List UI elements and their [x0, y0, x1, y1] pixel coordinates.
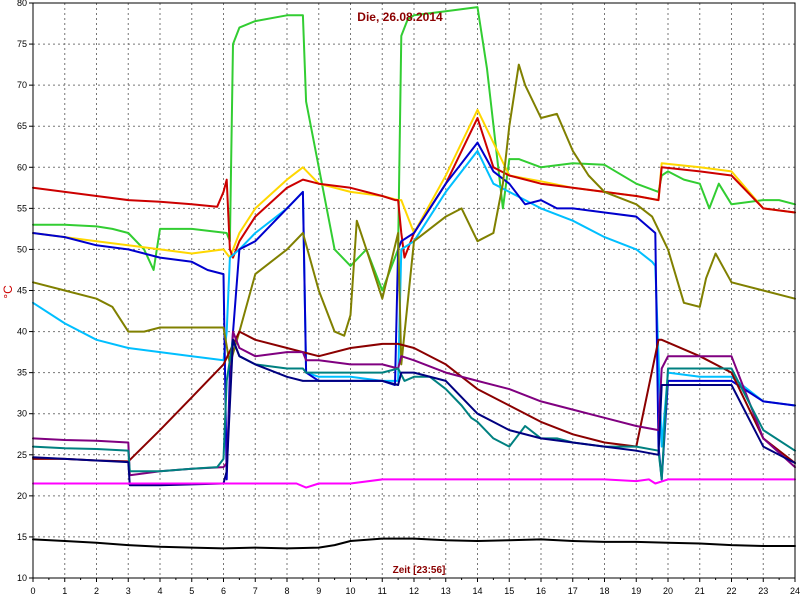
series-line-6 [32, 63, 796, 366]
chart-title: Die, 26.08.2014 [357, 10, 443, 24]
y-tick-label: 40 [17, 327, 27, 337]
y-tick-label: 45 [17, 286, 27, 296]
series-line-12 [32, 537, 796, 550]
y-tick-label: 50 [17, 244, 27, 254]
series-line-3 [32, 117, 796, 259]
x-tick-label: 12 [409, 586, 419, 596]
x-tick-label: 2 [94, 586, 99, 596]
x-tick-label: 7 [253, 586, 258, 596]
series-line-9 [32, 338, 796, 481]
y-tick-label: 75 [17, 39, 27, 49]
x-axis-label: Zeit [23:56] [393, 565, 446, 576]
grid [33, 3, 795, 578]
x-tick-label: 22 [726, 586, 736, 596]
x-tick-label: 10 [345, 586, 355, 596]
x-tick-label: 21 [695, 586, 705, 596]
x-tick-label: 9 [316, 586, 321, 596]
x-tick-label: 6 [221, 586, 226, 596]
series-line-11 [32, 478, 796, 489]
y-tick-label: 80 [17, 0, 27, 8]
x-tick-label: 20 [663, 586, 673, 596]
y-tick-label: 20 [17, 491, 27, 501]
y-tick-label: 60 [17, 162, 27, 172]
series-line-7 [32, 330, 796, 464]
x-tick-label: 1 [62, 586, 67, 596]
x-tick-label: 13 [441, 586, 451, 596]
x-tick-label: 8 [284, 586, 289, 596]
x-tick-label: 3 [126, 586, 131, 596]
series-line-1 [32, 6, 796, 292]
y-tick-label: 10 [17, 573, 27, 583]
y-tick-label: 15 [17, 532, 27, 542]
series-line-10 [32, 338, 796, 487]
y-tick-label: 55 [17, 203, 27, 213]
x-tick-label: 0 [30, 586, 35, 596]
y-tick-label: 70 [17, 80, 27, 90]
y-axis-label: °C [1, 285, 15, 299]
x-tick-label: 11 [378, 586, 387, 596]
x-tick-label: 19 [631, 586, 641, 596]
y-tick-label: 25 [17, 450, 27, 460]
x-tick-label: 14 [472, 586, 482, 596]
x-tick-label: 23 [758, 586, 768, 596]
series-line-5 [32, 141, 796, 481]
y-tick-label: 30 [17, 409, 27, 419]
series-group [32, 6, 796, 550]
axis-ticks: 0 1 2 3 4 5 6 7 8 9 10 11 12 13 14 15 16 17 18 19 20 21 22 23 24… [17, 0, 800, 596]
x-tick-label: 15 [504, 586, 514, 596]
y-tick-label: 65 [17, 121, 27, 131]
y-tick-label: 35 [17, 368, 27, 378]
x-tick-label: 17 [568, 586, 578, 596]
x-tick-label: 24 [790, 586, 800, 596]
x-tick-label: 4 [157, 586, 162, 596]
x-tick-label: 5 [189, 586, 194, 596]
x-tick-label: 16 [536, 586, 546, 596]
x-tick-label: 18 [599, 586, 609, 596]
